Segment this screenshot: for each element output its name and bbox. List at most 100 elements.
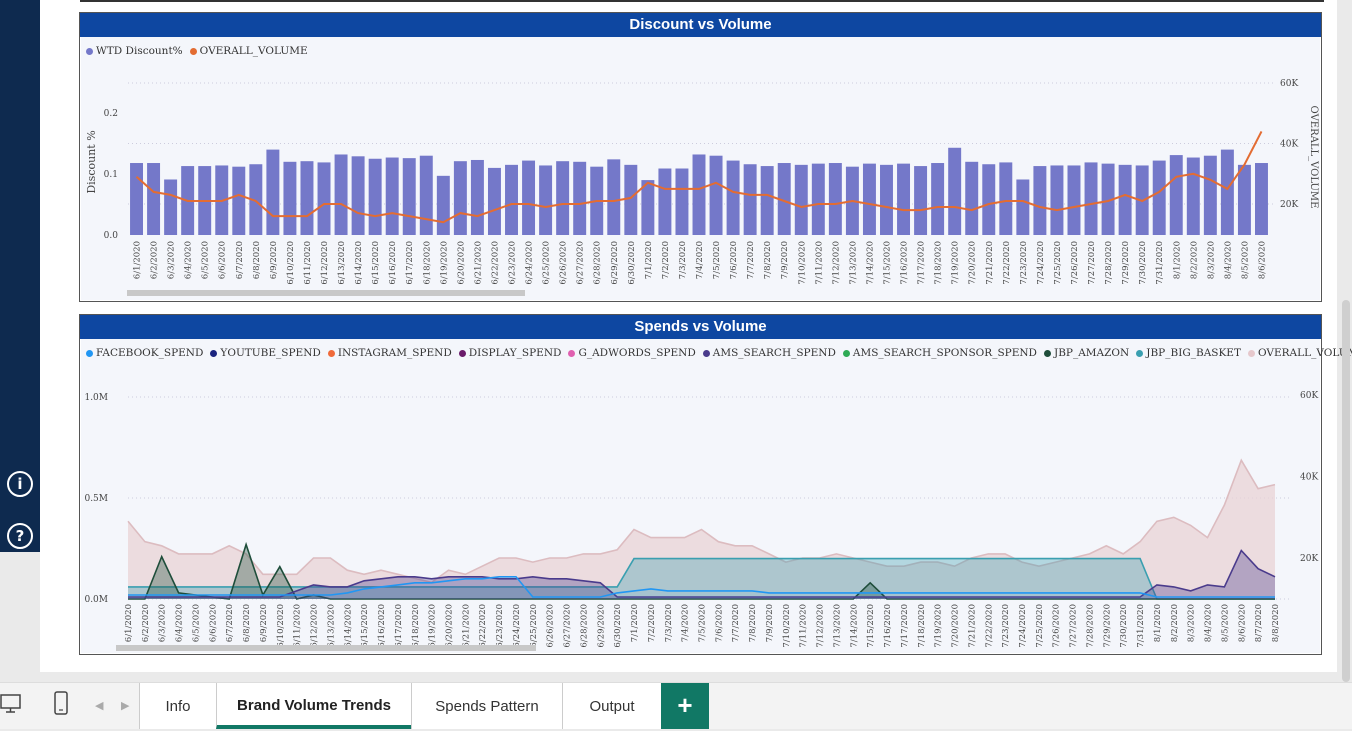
x-tick-label: 8/3/2020 — [1206, 241, 1216, 279]
mobile-view-icon[interactable] — [53, 691, 69, 717]
legend-item[interactable]: INSTAGRAM_SPEND — [327, 347, 452, 359]
x-tick-label: 6/5/2020 — [201, 241, 211, 279]
x-tick-label: 7/12/2020 — [831, 241, 841, 285]
y2-axis-label: OVERALL_VOLUME — [1308, 106, 1319, 209]
discount-bar — [794, 164, 808, 235]
x-tick-label: 6/21/2020 — [473, 241, 483, 285]
legend-item[interactable]: WTD Discount% — [86, 45, 183, 57]
spends-chart[interactable]: 1.0M 0.5M 0.0M 60K 40K 20K 6/1/2020 6/2/2020 6/3… — [80, 339, 1321, 654]
legend-item[interactable]: FACEBOOK_SPEND — [86, 347, 203, 359]
x-tick-label: 7/25/2020 — [1053, 241, 1063, 285]
x-tick-label: 7/15/2020 — [882, 241, 892, 285]
plot-area — [81, 339, 1320, 653]
legend-item[interactable]: G_ADWORDS_SPEND — [568, 347, 696, 359]
x-tick-label: 6/17/2020 — [405, 241, 415, 285]
visual-title: Spends vs Volume — [80, 315, 1321, 339]
x-tick-label: 6/6/2020 — [218, 241, 228, 279]
x-tick-label: 6/3/2020 — [167, 241, 177, 279]
volume-line — [135, 130, 1263, 224]
tab-output[interactable]: Output — [562, 683, 661, 729]
chart-legend[interactable]: FACEBOOK_SPEND YOUTUBE_SPEND INSTAGRAM_SPE… — [86, 347, 1352, 359]
y-tick-label: 1.0M — [84, 393, 108, 403]
x-tick-label: 6/19/2020 — [439, 241, 449, 285]
next-page-icon[interactable]: ▶ — [121, 700, 130, 712]
legend-item[interactable]: DISPLAY_SPEND — [458, 347, 562, 359]
discount-bar — [283, 161, 297, 235]
discount-vs-volume-visual[interactable]: Discount vs Volume WTD Discount% OVERALL_… — [79, 12, 1322, 302]
discount-chart[interactable]: 0.2 0.1 0.0 60K 40K 20K Discount % OVERALL_VOLU… — [80, 37, 1321, 301]
x-tick-label: 8/3/2020 — [1187, 604, 1197, 642]
y-axis-label: Discount % — [85, 130, 98, 193]
x-tick-label: 7/20/2020 — [968, 241, 978, 285]
x-tick-label: 6/29/2020 — [610, 241, 620, 285]
discount-bar — [1050, 165, 1064, 235]
legend-item[interactable]: JBP_AMAZON — [1043, 347, 1129, 359]
x-tick-label: 6/24/2020 — [525, 241, 535, 285]
discount-bar — [317, 162, 331, 235]
page-tab-bar: ◀ ▶ Info Brand Volume Trends Spends Patt… — [0, 682, 1352, 729]
x-tick-label: 7/20/2020 — [951, 604, 961, 648]
discount-bar — [368, 158, 382, 235]
tab-info[interactable]: Info — [139, 683, 216, 729]
legend-item[interactable]: OVERALL_VOLUME — [1247, 347, 1352, 359]
x-tick-label: 6/9/2020 — [259, 604, 269, 642]
legend-marker — [842, 349, 850, 357]
spends-vs-volume-visual[interactable]: Spends vs Volume FACEBOOK_SPEND YOUTUBE_S… — [79, 314, 1352, 655]
horizontal-scrollbar[interactable] — [116, 645, 536, 651]
legend-label: DISPLAY_SPEND — [468, 347, 562, 359]
legend-label: G_ADWORDS_SPEND — [578, 347, 696, 359]
x-tick-label: 7/4/2020 — [681, 604, 691, 642]
discount-bar — [334, 154, 348, 235]
x-tick-label: 7/16/2020 — [900, 241, 910, 285]
x-tick-label: 6/22/2020 — [478, 604, 488, 648]
discount-bar — [1118, 164, 1132, 235]
tab-spends-pattern[interactable]: Spends Pattern — [411, 683, 562, 729]
x-tick-label: 6/13/2020 — [326, 604, 336, 648]
legend-item[interactable]: AMS_SEARCH_SPONSOR_SPEND — [842, 347, 1037, 359]
page-scrollbar[interactable] — [1342, 300, 1350, 682]
horizontal-scrollbar[interactable] — [127, 290, 525, 296]
x-tick-label: 8/7/2020 — [1254, 604, 1264, 642]
discount-bar — [931, 163, 945, 235]
discount-bar — [470, 159, 484, 235]
help-icon[interactable]: ? — [7, 523, 33, 549]
chart-legend[interactable]: WTD Discount% OVERALL_VOLUME — [86, 45, 308, 57]
x-tick-label: 7/15/2020 — [866, 604, 876, 648]
x-tick-label: 7/17/2020 — [900, 604, 910, 648]
x-tick-label: 6/4/2020 — [184, 241, 194, 279]
x-tick-label: 8/4/2020 — [1223, 241, 1233, 279]
x-tick-label: 7/1/2020 — [644, 241, 654, 279]
discount-bar — [402, 158, 416, 235]
x-tick-label: 7/13/2020 — [832, 604, 842, 648]
x-tick-label: 7/18/2020 — [917, 604, 927, 648]
discount-bar — [607, 159, 621, 235]
discount-bar — [573, 161, 587, 235]
tab-brand-volume-trends[interactable]: Brand Volume Trends — [216, 683, 411, 729]
info-icon[interactable]: i — [7, 471, 33, 497]
x-tick-label: 6/15/2020 — [371, 241, 381, 285]
x-tick-label: 7/22/2020 — [1002, 241, 1012, 285]
legend-item[interactable]: OVERALL_VOLUME — [189, 45, 308, 57]
discount-bar — [624, 164, 638, 235]
x-tick-label: 6/14/2020 — [343, 604, 353, 648]
x-tick-label: 6/8/2020 — [242, 604, 252, 642]
x-tick-label: 6/26/2020 — [546, 604, 556, 648]
discount-bar — [1186, 157, 1200, 235]
legend-item[interactable]: AMS_SEARCH_SPEND — [702, 347, 836, 359]
x-tick-label: 7/22/2020 — [984, 604, 994, 648]
x-tick-label: 7/31/2020 — [1155, 241, 1165, 285]
x-tick-label: 7/21/2020 — [985, 241, 995, 285]
x-tick-label: 7/24/2020 — [1018, 604, 1028, 648]
prev-page-icon[interactable]: ◀ — [95, 700, 104, 712]
discount-bar — [828, 163, 842, 235]
discount-bar — [232, 166, 246, 235]
desktop-view-icon[interactable] — [0, 693, 24, 715]
x-tick-label: 7/10/2020 — [782, 604, 792, 648]
legend-item[interactable]: JBP_BIG_BASKET — [1136, 347, 1241, 359]
add-page-button[interactable]: + — [661, 683, 709, 729]
discount-bar — [453, 161, 467, 235]
x-tick-label: 7/23/2020 — [1001, 604, 1011, 648]
legend-item[interactable]: YOUTUBE_SPEND — [210, 347, 321, 359]
x-tick-label: 7/9/2020 — [780, 241, 790, 279]
x-tick-label: 6/7/2020 — [225, 604, 235, 642]
